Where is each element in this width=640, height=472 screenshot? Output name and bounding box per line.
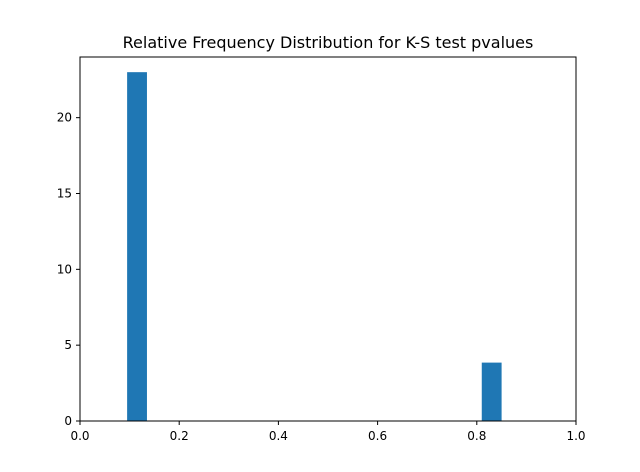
- x-axis: 0.0 0.2 0.4 0.6 0.8 1.0: [70, 421, 586, 443]
- histogram-bar: [481, 362, 502, 421]
- x-tick-label: 0.8: [467, 429, 486, 443]
- x-tick-label: 0.4: [269, 429, 288, 443]
- y-tick-label: 15: [57, 187, 72, 201]
- y-tick-label: 10: [57, 262, 72, 276]
- x-tick-label: 0.0: [70, 429, 89, 443]
- x-tick-label: 0.6: [368, 429, 387, 443]
- x-tick-label: 1.0: [566, 429, 585, 443]
- y-tick-label: 5: [64, 338, 72, 352]
- chart-title: Relative Frequency Distribution for K-S …: [123, 33, 534, 52]
- bars-group: [127, 72, 502, 422]
- y-axis: 0 5 10 15 20: [57, 111, 80, 428]
- x-tick-label: 0.2: [170, 429, 189, 443]
- histogram-bar: [127, 72, 147, 422]
- y-tick-label: 20: [57, 111, 72, 125]
- plot-frame: [79, 56, 577, 422]
- y-tick-label: 0: [64, 414, 72, 428]
